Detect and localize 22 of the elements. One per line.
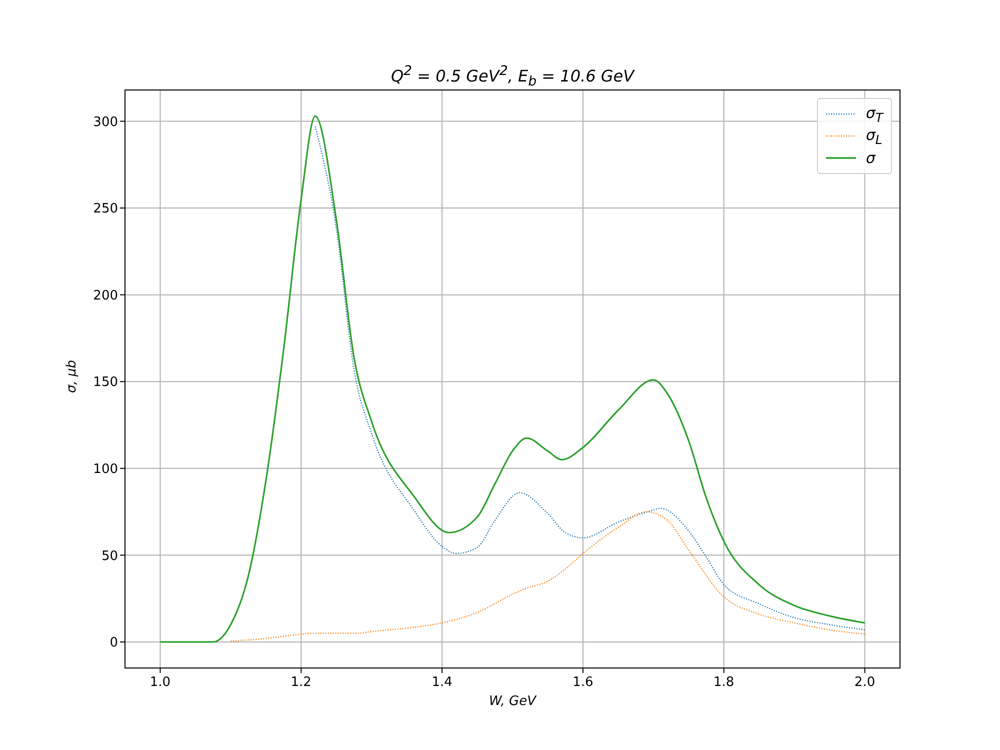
chart-title: Q$^{2}$ = 0.5 GeV$^{2}$, E$_{b}$ = 10.6 GeV xyxy=(390,64,636,90)
y-tick-label: 150 xyxy=(93,375,118,390)
y-tick-label: 50 xyxy=(101,548,118,564)
line-series xyxy=(159,115,866,643)
y-tick-label: 0 xyxy=(110,636,118,651)
x-tick-label: 1.0 xyxy=(150,675,171,690)
legend-label: σ xyxy=(866,149,876,167)
x-tick-label: 1.4 xyxy=(432,675,452,690)
y-tick-label: 250 xyxy=(93,202,118,217)
x-tick-label: 2.0 xyxy=(854,675,876,690)
legend-label: σ$_{T}$ xyxy=(866,104,883,124)
x-tick-label: 1.2 xyxy=(290,675,312,690)
line-series xyxy=(314,126,866,630)
x-tick-label: 1.6 xyxy=(572,675,594,690)
y-tick-label: 300 xyxy=(93,114,118,130)
x-axis-title: W, GeV xyxy=(488,694,538,709)
legend-label: σ$_{L}$ xyxy=(866,126,882,146)
y-tick-label: 100 xyxy=(93,462,118,478)
line-series xyxy=(230,511,866,642)
x-tick-label: 1.8 xyxy=(714,675,734,690)
y-axis-title: σ, μb xyxy=(64,358,80,396)
y-tick-label: 200 xyxy=(93,288,118,304)
